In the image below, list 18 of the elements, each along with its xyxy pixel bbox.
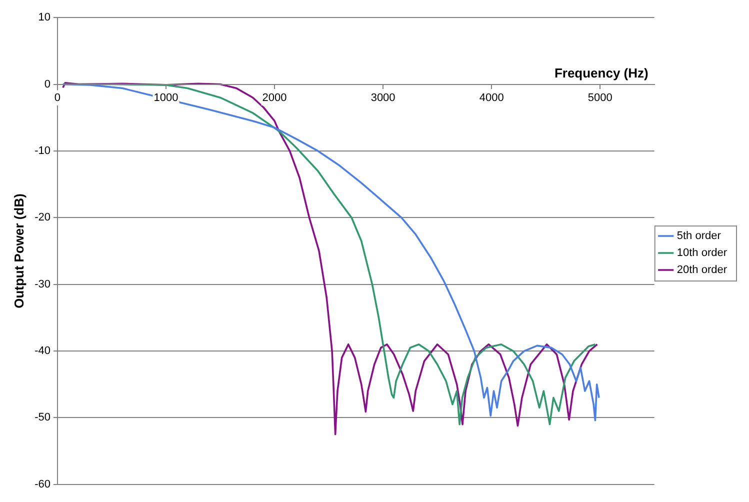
x-axis-title: Frequency (Hz) (554, 65, 648, 80)
y-tick-label: -60 (34, 478, 50, 490)
x-tick-label: 5000 (588, 92, 612, 104)
y-tick-label: 0 (44, 78, 50, 90)
y-tick-label: -40 (34, 345, 50, 358)
x-tick-label: 2000 (262, 92, 287, 104)
y-tick-label: 10 (38, 12, 50, 24)
legend-label: 20th order (676, 264, 728, 276)
legend-label: 5th order (676, 230, 722, 242)
y-tick-label: -50 (34, 412, 50, 424)
legend-label: 10th order (676, 247, 728, 260)
x-tick-label: 3000 (370, 92, 396, 104)
y-tick-label: -20 (34, 212, 50, 224)
y-axis-title: Output Power (dB) (11, 194, 26, 308)
x-tick-label: 4000 (479, 92, 504, 104)
x-tick-label: 0 (54, 92, 61, 104)
y-tick-label: -30 (34, 278, 50, 290)
y-tick-label: -10 (34, 145, 50, 158)
